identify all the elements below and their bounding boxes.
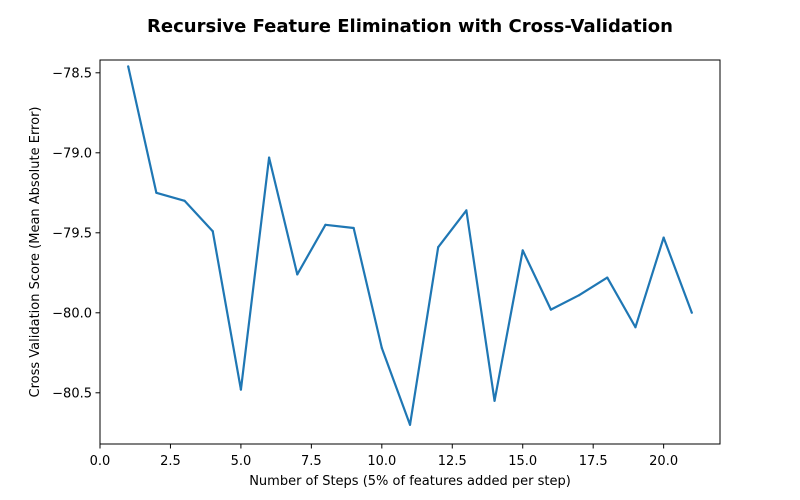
y-axis-label: Cross Validation Score (Mean Absolute Er… [28, 107, 43, 398]
x-tick-label: 0.0 [90, 454, 111, 469]
data-point [211, 230, 214, 233]
x-tick-label: 15.0 [508, 454, 537, 469]
data-point [352, 226, 355, 230]
data-point [183, 199, 186, 202]
data-point [408, 423, 412, 426]
x-tick-label: 5.0 [231, 454, 252, 469]
data-point [324, 223, 327, 226]
data-point [662, 236, 665, 239]
data-point [127, 65, 130, 68]
x-tick-label: 10.0 [367, 454, 396, 469]
data-point [493, 399, 496, 402]
y-tick-label: −80.0 [52, 306, 92, 321]
data-point [239, 388, 243, 391]
y-tick-label: −80.5 [52, 386, 92, 401]
data-point [465, 209, 468, 212]
data-point [521, 249, 524, 252]
y-tick-label: −79.0 [52, 146, 92, 161]
data-point [296, 273, 299, 276]
x-axis-ticks: 0.0 2.5 5.0 7.5 10.0 12.5 15.0 17.5 20.0 [90, 444, 678, 469]
data-point [380, 346, 383, 350]
y-axis-ticks: −78.5 −79.0 −79.5 −80.0 −80.5 [52, 66, 100, 401]
axes-frame [99, 59, 721, 445]
x-tick-label: 2.5 [160, 454, 181, 469]
data-point [155, 191, 158, 194]
data-point [267, 156, 271, 159]
x-tick-label: 20.0 [649, 454, 678, 469]
data-point [437, 246, 440, 249]
x-axis-label: Number of Steps (5% of features added pe… [249, 474, 571, 489]
data-point [690, 311, 693, 314]
x-tick-label: 12.5 [438, 454, 467, 469]
chart-title: Recursive Feature Elimination with Cross… [147, 16, 673, 37]
y-tick-label: −79.5 [52, 226, 92, 241]
data-point [549, 308, 553, 311]
x-tick-label: 7.5 [301, 454, 322, 469]
x-tick-label: 17.5 [579, 454, 608, 469]
data-point [634, 326, 637, 329]
y-tick-label: −78.5 [52, 66, 92, 81]
data-point [577, 294, 581, 297]
data-point [606, 276, 609, 279]
plot-area [127, 65, 693, 426]
